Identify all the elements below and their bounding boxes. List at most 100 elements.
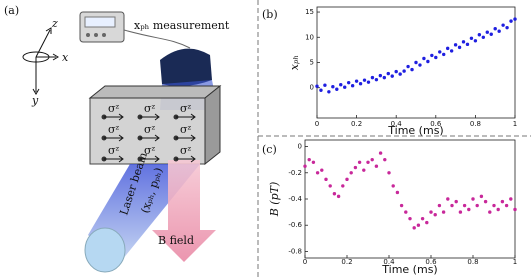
point	[445, 46, 450, 51]
point	[390, 74, 394, 78]
point	[420, 216, 425, 221]
x-tick-label: 1	[513, 120, 517, 128]
point	[422, 56, 426, 61]
device-label: xₚₕ measurement	[134, 19, 230, 32]
point	[483, 199, 488, 204]
point	[500, 199, 505, 204]
spin-label: σᶻ	[144, 144, 156, 157]
point	[327, 90, 331, 94]
y-tick-label: -0.4	[288, 195, 302, 203]
spin-arrow-head	[118, 113, 124, 121]
point	[320, 168, 324, 172]
point	[303, 164, 307, 168]
y-tick-label: 10	[305, 33, 314, 41]
x-tick-label: 0.8	[470, 120, 481, 128]
x-tick-label: 0.2	[341, 258, 352, 266]
point	[358, 81, 363, 86]
x-tick-label: 0	[315, 120, 319, 128]
point	[339, 83, 343, 87]
point	[458, 210, 463, 214]
point	[469, 36, 474, 40]
beam-end	[84, 227, 126, 273]
point	[438, 50, 442, 54]
point	[331, 85, 335, 89]
x-tick-label: 1	[513, 258, 517, 266]
point	[366, 160, 370, 164]
y-tick-label: 15	[305, 8, 314, 16]
spin-arrow-head	[154, 113, 160, 121]
point	[416, 223, 421, 227]
point	[335, 87, 339, 91]
point	[315, 84, 319, 88]
y-axis-label: xₚₕ	[288, 55, 301, 70]
x-tick-label: 0.4	[383, 258, 395, 266]
y-tick-label: -0.2	[288, 169, 302, 177]
point	[362, 78, 367, 82]
point	[453, 43, 458, 47]
point	[418, 63, 422, 67]
point	[404, 210, 408, 214]
spins: σᶻ σᶻ σᶻ σᶻ σᶻ σᶻ σᶻ σᶻ σᶻ	[101, 102, 196, 163]
x-axis-label: Time (ms)	[387, 124, 443, 137]
point	[354, 79, 359, 83]
spin-label: σᶻ	[108, 144, 120, 157]
point	[493, 26, 497, 31]
panel-label: (b)	[262, 8, 278, 21]
point	[350, 84, 355, 88]
point	[489, 32, 493, 36]
point	[437, 203, 442, 208]
point	[362, 168, 366, 172]
point	[497, 29, 501, 33]
point	[441, 210, 446, 214]
point	[378, 151, 383, 155]
point	[324, 177, 328, 182]
spin-arrow-head	[118, 134, 124, 142]
point	[328, 184, 332, 188]
x-tick-label: 0	[303, 258, 307, 266]
point	[481, 35, 486, 39]
point	[461, 40, 466, 44]
point	[332, 192, 337, 196]
y-tick-label: 5	[310, 59, 314, 67]
point	[395, 190, 400, 195]
point	[383, 157, 387, 162]
point	[488, 210, 492, 214]
point	[450, 203, 454, 208]
point	[505, 25, 509, 30]
cable	[123, 29, 191, 49]
x-tick-label: 0.6	[425, 258, 437, 266]
point	[449, 49, 454, 53]
axis-label: y	[31, 94, 39, 107]
y-tick-label: -0.6	[288, 221, 302, 229]
point	[353, 165, 358, 170]
point	[357, 160, 362, 164]
point	[410, 67, 414, 72]
point	[370, 157, 374, 162]
device	[79, 11, 125, 43]
spin-label: σᶻ	[180, 123, 192, 136]
spin-arrow-head	[190, 134, 196, 142]
point	[467, 207, 471, 212]
spin-arrow-head	[190, 155, 196, 163]
point	[378, 73, 383, 78]
point	[319, 88, 323, 92]
point	[394, 69, 398, 74]
point	[465, 42, 470, 47]
x-tick-label: 0.4	[391, 120, 403, 128]
point	[399, 203, 404, 208]
point	[430, 53, 434, 58]
panel-label: (a)	[4, 4, 19, 17]
point	[315, 171, 320, 175]
spin-label: σᶻ	[144, 102, 156, 115]
point	[343, 85, 347, 89]
point	[387, 171, 391, 175]
spin-label: σᶻ	[180, 144, 192, 157]
point	[336, 194, 341, 199]
point	[446, 197, 450, 201]
point	[429, 210, 433, 214]
point	[475, 203, 479, 208]
point	[386, 71, 390, 76]
coordinate-axes	[22, 27, 59, 95]
point	[485, 30, 489, 34]
